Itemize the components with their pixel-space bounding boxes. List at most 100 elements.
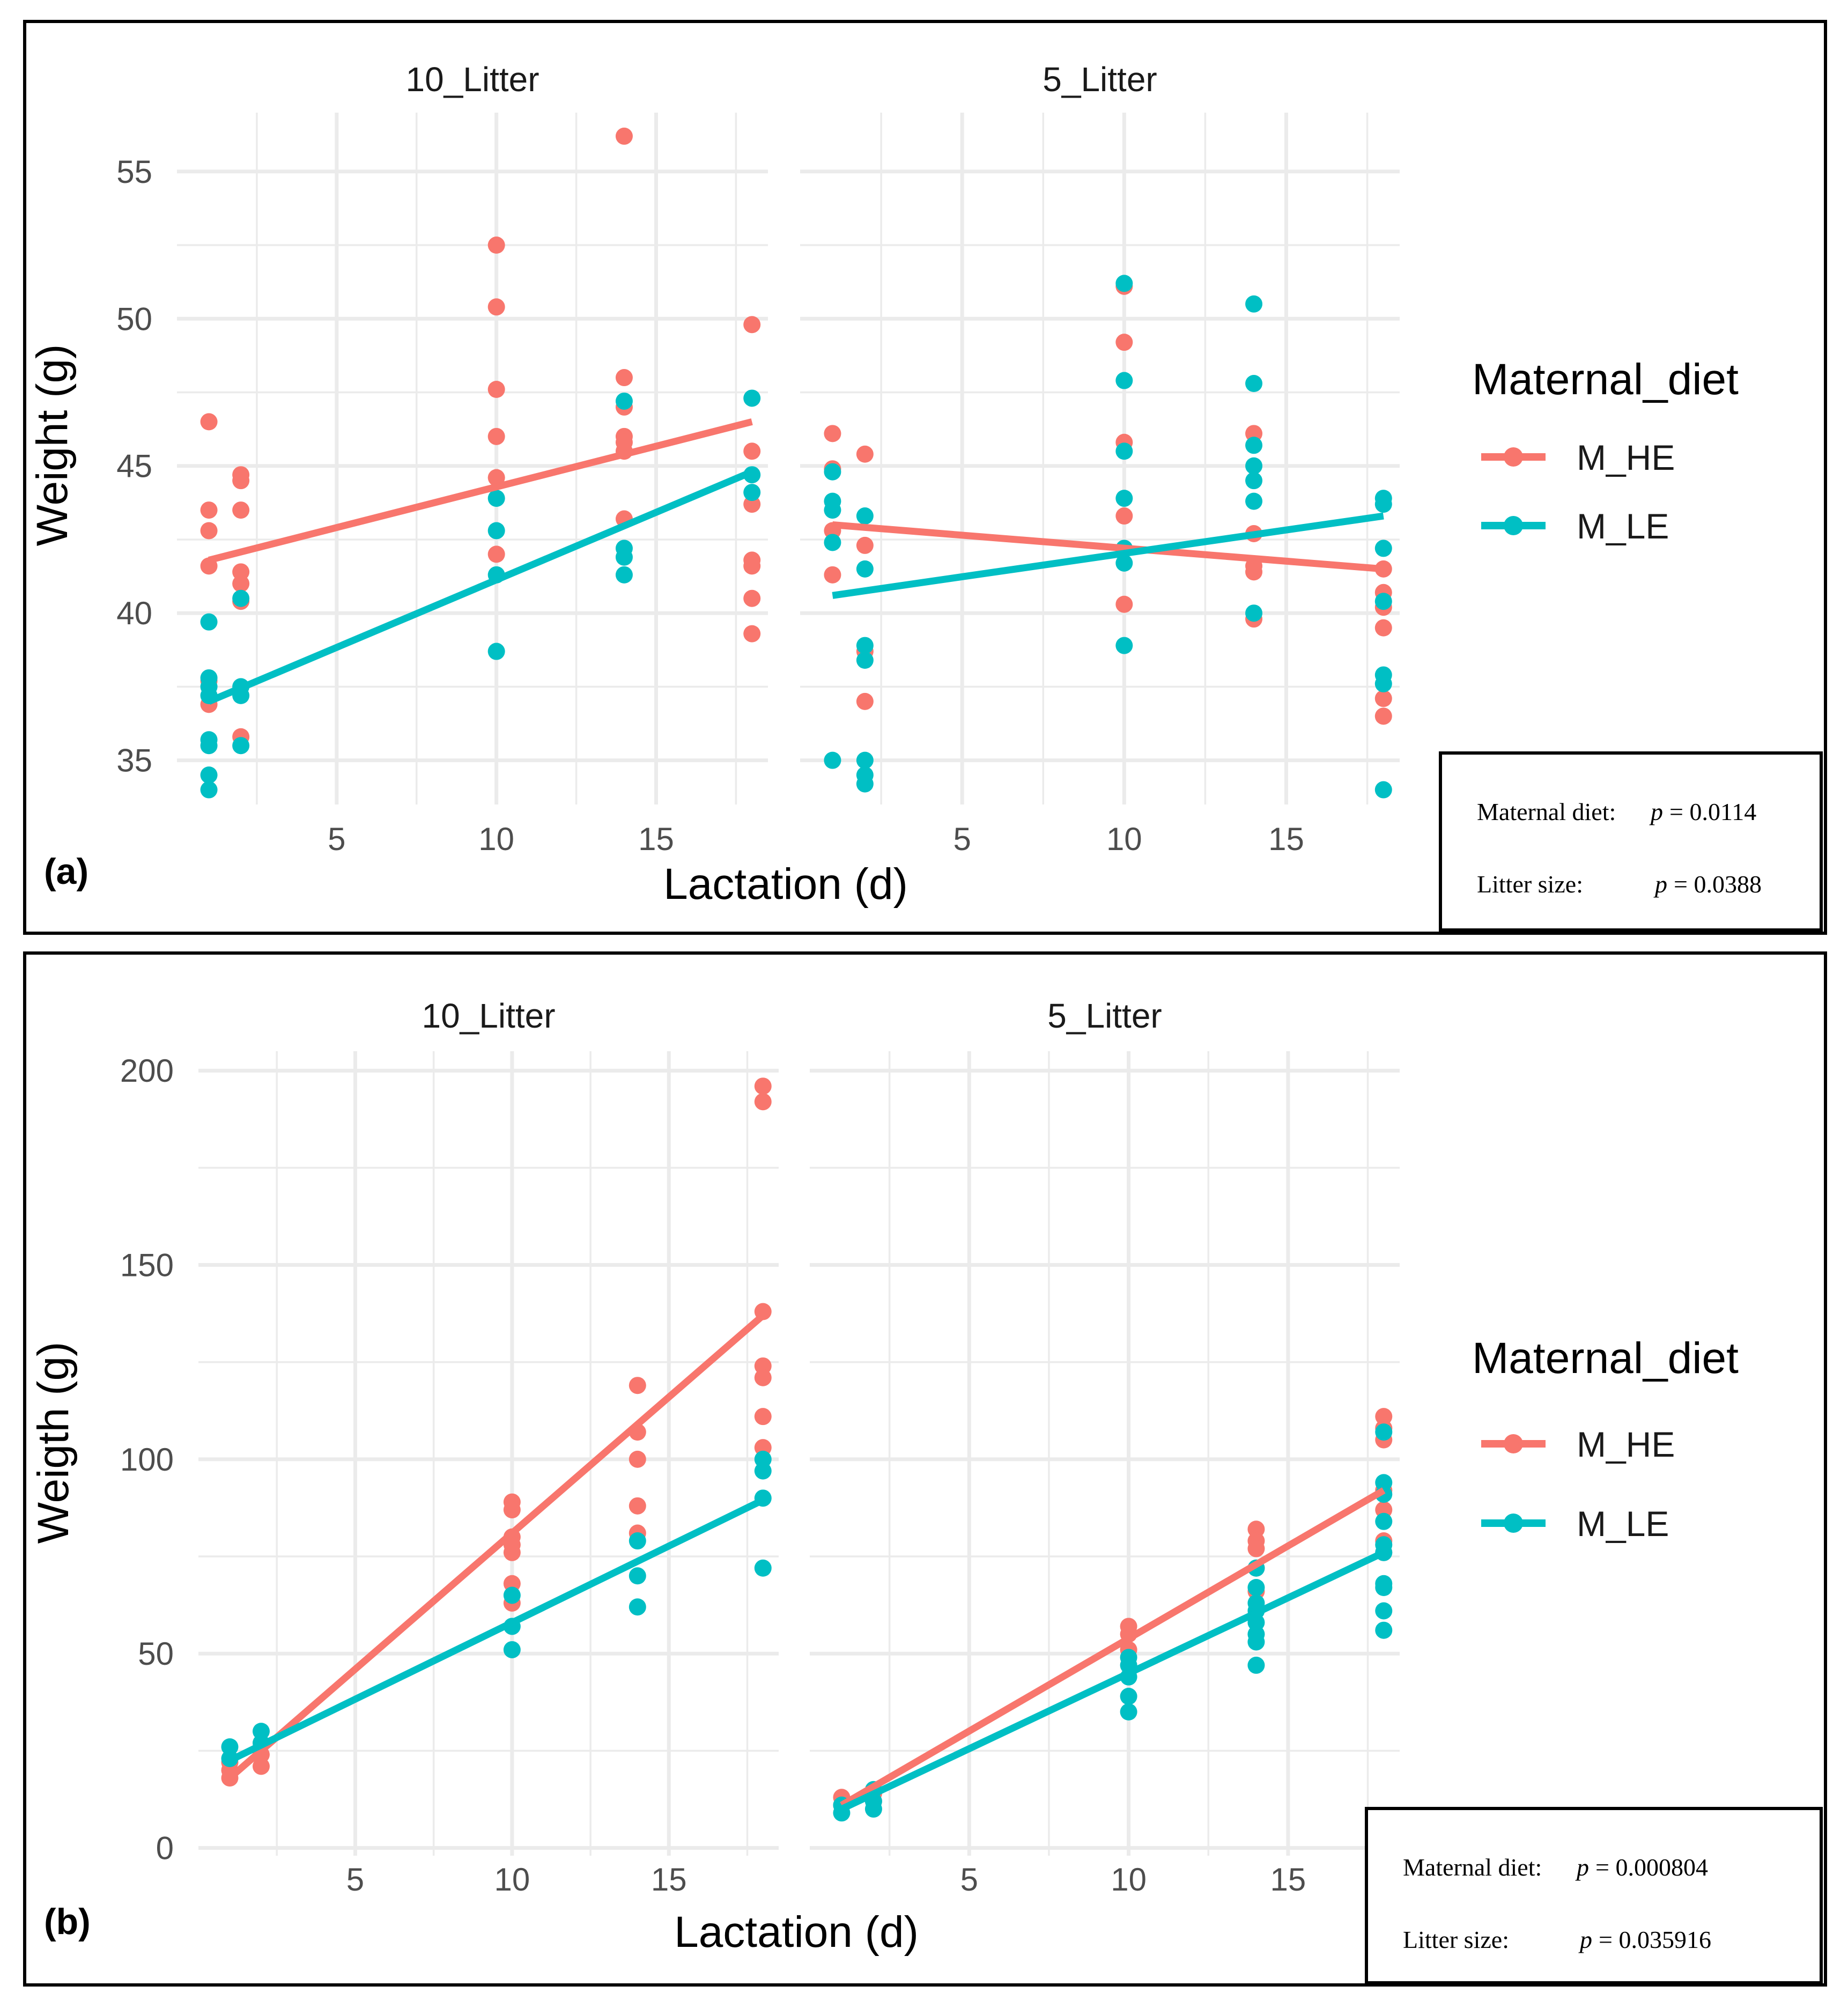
facet-title: 5_Litter [1043,60,1157,99]
data-point [1374,619,1392,637]
facet-title: 10_Litter [405,60,539,99]
trend-line-m-he [832,521,1384,573]
stats-maternal-diet: Maternal diet: p = 0.000804 [1403,1854,1708,1881]
data-point [1115,637,1133,654]
data-point [503,1586,521,1604]
data-point [864,1800,882,1818]
data-point [824,463,841,481]
data-point [1374,593,1392,610]
data-point [487,545,505,563]
data-point [232,575,250,593]
legend: Maternal_diet M_HE M_LE [1472,1334,1739,1544]
data-point [503,1501,521,1519]
data-point [1245,425,1263,442]
data-point [1115,442,1133,460]
trend-line-m-he [227,1312,766,1781]
legend-label-m-he: M_HE [1577,1424,1675,1464]
data-point [1115,334,1133,351]
stat-p-symbol: p [1575,1854,1589,1881]
data-point [1375,1579,1393,1596]
data-point [754,1077,772,1095]
data-point [487,298,505,316]
series-m-le [824,275,1392,799]
trend-line-m-le [840,1549,1386,1812]
data-point [629,1377,646,1394]
x-tick-label: 5 [328,821,345,857]
legend-key-point [1504,516,1523,535]
panel-0: 10_Litter 5 10 15 5_Litter 5 10 15 35 40 45 50 55 Lac… [28,60,1823,932]
data-point [754,1559,772,1577]
data-point [232,563,250,581]
data-point [487,490,505,507]
data-point [232,589,250,607]
data-point [1245,457,1263,475]
x-tick-label: 15 [1270,1862,1306,1898]
data-point [856,652,874,669]
data-point [1120,1687,1137,1705]
series-m-le [200,389,761,799]
data-point [200,413,218,431]
legend-title: Maternal_diet [1472,1334,1739,1383]
legend-key-point [1504,1514,1523,1533]
data-point [1115,507,1133,525]
y-tick-label: 40 [116,595,152,631]
data-point [1247,1656,1265,1674]
legend-key-point [1504,1434,1523,1453]
data-point [1115,275,1133,292]
data-point [743,484,761,501]
data-point [754,1093,772,1111]
data-point [824,566,841,584]
legend-title: Maternal_diet [1472,355,1739,404]
data-point [503,1544,521,1561]
legend-label-m-le: M_LE [1577,1504,1669,1544]
y-tick-label: 55 [116,154,152,190]
data-point [615,127,633,145]
facet-title: 5_Litter [1047,996,1162,1035]
y-tick-label: 50 [138,1636,174,1672]
stat-label: Litter size: [1403,1926,1509,1953]
stats-litter-size: Litter size: p = 0.0388 [1477,870,1762,898]
x-axis-label: Lactation (d) [674,1908,919,1957]
stats-box-frame [1365,1807,1823,1984]
data-point [1247,1579,1265,1596]
y-tick-label: 35 [116,743,152,779]
stat-p-value: = 0.0388 [1674,870,1762,898]
panel-frame [23,20,1827,935]
stat-p-value: = 0.0114 [1669,798,1756,825]
data-point [200,781,218,799]
data-point [824,534,841,551]
data-point [200,522,218,540]
data-point [503,1641,521,1658]
data-point [200,737,218,755]
panel-tag: (a) [44,851,88,892]
x-tick-label: 10 [1106,821,1142,857]
trend-line-m-le [208,468,753,705]
data-point [856,751,874,769]
data-point [200,501,218,519]
trend-line-m-he [208,418,753,564]
y-tick-label: 0 [156,1830,174,1866]
data-point [487,237,505,254]
data-point [1374,690,1392,707]
data-point [629,1497,646,1515]
data-point [1245,295,1263,313]
data-point [856,507,874,525]
data-point [856,775,874,793]
trend-line-m-le [228,1497,765,1764]
data-point [754,1408,772,1426]
facet-1: 5_Litter 5 10 15 [800,60,1400,857]
trend-line-m-le [832,512,1384,599]
data-point [232,737,250,755]
data-point [615,392,633,410]
data-point [615,566,633,584]
facet-0: 10_Litter 5 10 15 [198,996,779,1898]
data-point [629,1598,646,1616]
data-point [487,381,505,398]
data-point [1374,707,1392,725]
data-point [629,1567,646,1585]
data-point [856,560,874,578]
